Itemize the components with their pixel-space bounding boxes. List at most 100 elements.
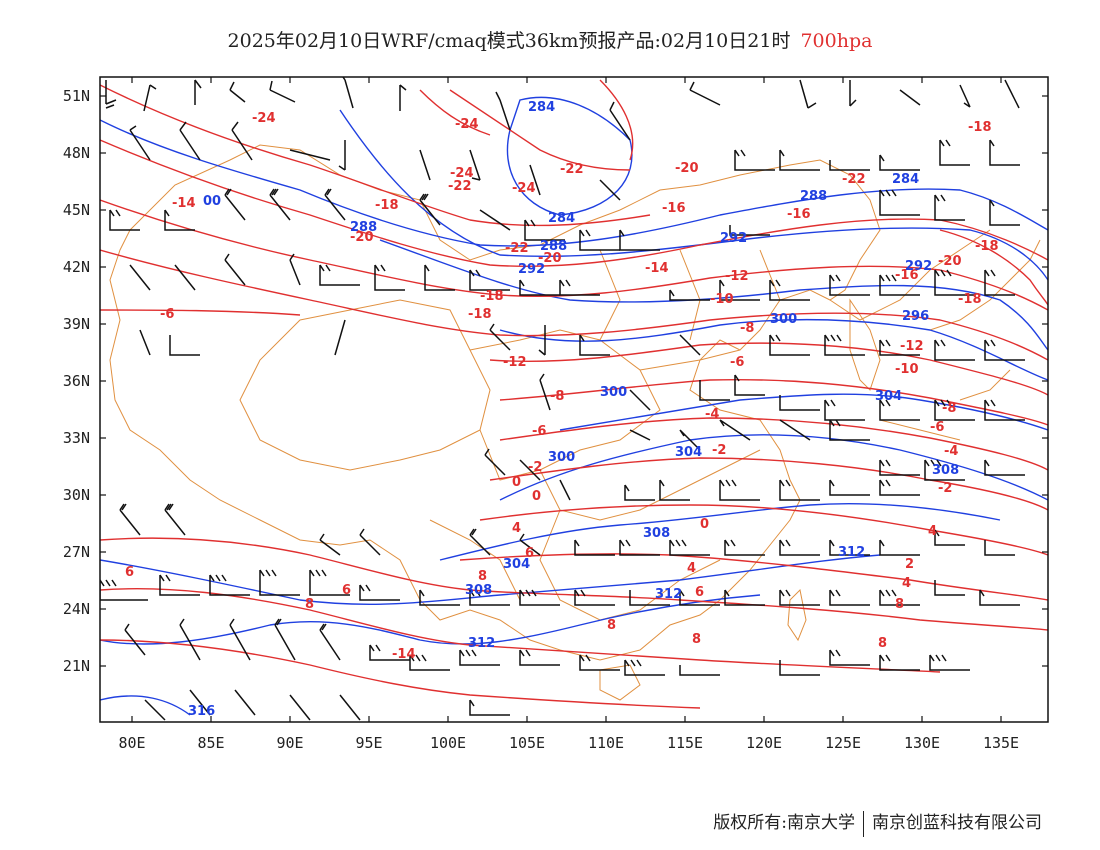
temperature-label: -18 xyxy=(480,289,504,304)
height-label: 312 xyxy=(468,636,495,651)
temperature-label: -14 xyxy=(392,647,416,662)
temperature-label: -6 xyxy=(160,307,174,322)
temperature-label: -16 xyxy=(787,207,811,222)
height-label-group: 284 00 288 284 288 284 292 292 288 292 3… xyxy=(188,100,959,719)
lat-tick-label: 24N xyxy=(63,600,90,618)
height-label: 316 xyxy=(188,704,215,719)
height-label: 284 xyxy=(892,172,919,187)
temperature-label-group: -24 -24 -24 -22 -24 -22 -20 -16 -14 -22 … xyxy=(125,111,999,662)
height-label: 308 xyxy=(643,526,670,541)
lon-tick-label: 120E xyxy=(746,734,782,752)
temperature-label: -20 xyxy=(538,251,562,266)
height-label: 304 xyxy=(675,445,702,460)
temperature-label: -8 xyxy=(942,401,956,416)
lon-labels: 80E 85E 90E 95E 100E 105E 110E 115E 120E… xyxy=(118,734,1019,752)
temperature-label: -10 xyxy=(710,292,734,307)
temperature-label: 8 xyxy=(895,597,904,612)
temperature-label: -14 xyxy=(645,261,669,276)
temperature-label: 2 xyxy=(905,557,914,572)
temperature-label: 4 xyxy=(687,561,696,576)
company-name: 南京创蓝科技有限公司 xyxy=(872,813,1042,833)
title-text: 2025年02月10日WRF/cmaq模式36km预报产品:02月10日21时 xyxy=(227,30,791,52)
temperature-label: -18 xyxy=(975,239,999,254)
height-label: 292 xyxy=(905,259,932,274)
height-label: 304 xyxy=(503,557,530,572)
temperature-label: -24 xyxy=(455,117,479,132)
temperature-label: -18 xyxy=(468,307,492,322)
height-label: 288 xyxy=(540,239,567,254)
temperature-label: -4 xyxy=(944,444,958,459)
temperature-label: 4 xyxy=(928,524,937,539)
lat-tick-label: 21N xyxy=(63,657,90,675)
temperature-label: -8 xyxy=(740,321,754,336)
height-label: 300 xyxy=(548,450,575,465)
height-label: 300 xyxy=(770,312,797,327)
lon-tick-label: 80E xyxy=(118,734,145,752)
lon-tick-label: 100E xyxy=(430,734,466,752)
lat-tick-label: 51N xyxy=(63,87,90,105)
temperature-label: 8 xyxy=(878,636,887,651)
temperature-label: 8 xyxy=(692,632,701,647)
lat-tick-label: 39N xyxy=(63,315,90,333)
height-label: 296 xyxy=(902,309,929,324)
height-label: 308 xyxy=(465,583,492,598)
temperature-label: -22 xyxy=(505,241,529,256)
lat-tick-label: 45N xyxy=(63,201,90,219)
temperature-label: -2 xyxy=(528,460,542,475)
temperature-label: -2 xyxy=(938,481,952,496)
temperature-label: 8 xyxy=(478,569,487,584)
height-label: 304 xyxy=(875,389,902,404)
temperature-label: 8 xyxy=(305,597,314,612)
temperature-label: -24 xyxy=(512,181,536,196)
china-border xyxy=(109,144,881,661)
temperature-label: 0 xyxy=(512,475,521,490)
temperature-label: -22 xyxy=(560,162,584,177)
height-label: 00 xyxy=(203,194,221,209)
temperature-label: -16 xyxy=(662,201,686,216)
temperature-label: 0 xyxy=(700,517,709,532)
lat-tick-label: 33N xyxy=(63,429,90,447)
height-contours xyxy=(100,96,1048,716)
temperature-label: 6 xyxy=(695,585,704,600)
temperature-label: -22 xyxy=(448,179,472,194)
height-label: 312 xyxy=(838,545,865,560)
height-label: 284 xyxy=(548,211,575,226)
temperature-label: 6 xyxy=(525,546,534,561)
temperature-label: 8 xyxy=(607,618,616,633)
lat-tick-label: 30N xyxy=(63,486,90,504)
plot-frame xyxy=(99,76,1049,723)
temperature-label: -12 xyxy=(503,355,527,370)
copyright-footer: 版权所有:南京大学 南京创蓝科技有限公司 xyxy=(713,808,1042,837)
lon-tick-label: 135E xyxy=(983,734,1019,752)
lon-tick-label: 95E xyxy=(355,734,382,752)
temperature-label: -8 xyxy=(550,389,564,404)
taiwan-coast xyxy=(787,588,807,642)
temperature-label: 0 xyxy=(532,489,541,504)
height-label: 292 xyxy=(720,231,747,246)
temperature-label: -20 xyxy=(350,230,374,245)
temperature-label: -14 xyxy=(172,196,196,211)
lon-tick-label: 85E xyxy=(197,734,224,752)
temperature-label: -6 xyxy=(730,355,744,370)
temperature-label: -12 xyxy=(725,269,749,284)
y-axis xyxy=(100,95,1048,667)
temperature-label: -6 xyxy=(930,420,944,435)
temperature-label: 4 xyxy=(512,521,521,536)
lon-tick-label: 130E xyxy=(904,734,940,752)
height-label: 288 xyxy=(350,220,377,235)
temperature-label: -18 xyxy=(375,198,399,213)
wind-barbs xyxy=(100,77,1025,721)
temperature-label: -4 xyxy=(705,407,719,422)
lat-tick-label: 36N xyxy=(63,372,90,390)
temperature-label: -12 xyxy=(900,339,924,354)
lat-tick-label: 48N xyxy=(63,144,90,162)
height-label: 284 xyxy=(528,100,555,115)
lon-tick-label: 115E xyxy=(667,734,703,752)
height-label: 300 xyxy=(600,385,627,400)
lon-tick-label: 105E xyxy=(509,734,545,752)
lon-tick-label: 90E xyxy=(276,734,303,752)
lat-labels: 51N 48N 45N 42N 39N 36N 33N 30N 27N 24N … xyxy=(63,87,90,675)
temperature-label: -22 xyxy=(842,172,866,187)
temperature-label: 4 xyxy=(902,576,911,591)
